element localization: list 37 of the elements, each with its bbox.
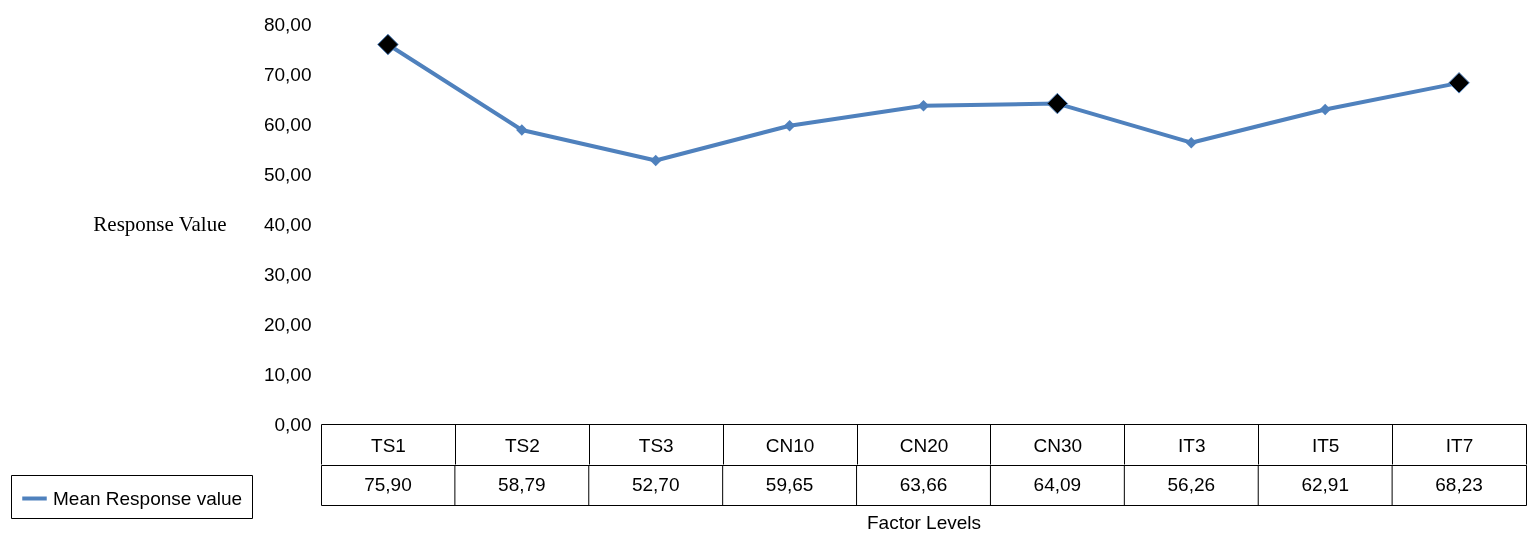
x-tick-label: CN20 xyxy=(899,434,949,456)
point xyxy=(650,154,662,167)
data-label: 62,91 xyxy=(1301,474,1349,495)
data-label: 56,26 xyxy=(1167,474,1216,495)
y-tick-label: 10,00 xyxy=(263,363,312,385)
data-label: 52,70 xyxy=(631,474,680,495)
x-tick-label: CN10 xyxy=(765,434,815,456)
data-label: 58,79 xyxy=(498,474,546,495)
legend-label: Mean Response value xyxy=(53,487,243,509)
data-label: 75,90 xyxy=(364,474,412,495)
x-axis-title: Factor Levels xyxy=(866,511,982,533)
x-tick-label: IT3 xyxy=(1178,434,1206,456)
x-tick-label: TS3 xyxy=(638,434,674,456)
y-tick-label: 40,00 xyxy=(263,213,312,235)
y-tick-label: 70,00 xyxy=(263,63,312,85)
data-label: 63,66 xyxy=(899,474,948,495)
x-tick-label: IT7 xyxy=(1445,434,1474,456)
point xyxy=(377,33,399,56)
y-axis-title: Response Value xyxy=(93,211,227,236)
data-label: 59,65 xyxy=(765,474,814,495)
point xyxy=(1319,103,1331,116)
data-label: 64,09 xyxy=(1033,474,1082,495)
x-tick-label: TS2 xyxy=(504,434,540,456)
y-tick-label: 80,00 xyxy=(263,13,312,35)
point xyxy=(1046,92,1069,115)
data-label: 68,23 xyxy=(1435,474,1483,495)
point xyxy=(1185,137,1197,149)
y-tick-label: 0,00 xyxy=(274,413,312,435)
x-tick-label: CN30 xyxy=(1033,434,1083,456)
x-tick-label: IT5 xyxy=(1311,434,1340,456)
y-tick-label: 30,00 xyxy=(263,263,312,285)
point xyxy=(516,124,528,136)
x-tick-label: TS1 xyxy=(371,434,406,456)
y-tick-label: 50,00 xyxy=(263,163,312,185)
y-tick-label: 20,00 xyxy=(263,313,312,335)
y-tick-label: 60,00 xyxy=(263,113,312,135)
point xyxy=(1448,72,1470,94)
